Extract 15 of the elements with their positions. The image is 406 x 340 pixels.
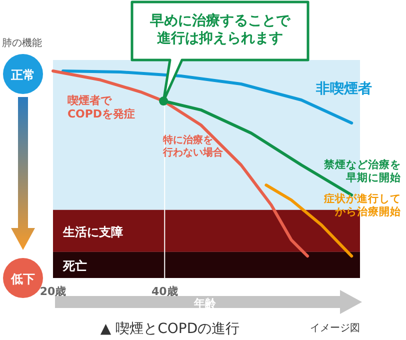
series-label: 非喫煙者 <box>315 81 372 97</box>
band-label: 生活に支障 <box>62 224 123 239</box>
x-axis-title: 年齢 <box>193 297 217 310</box>
text: 低下 <box>10 272 35 286</box>
y-axis-title: 肺の機能 <box>2 37 42 49</box>
text: ▲ 喫煙とCOPDの進行 <box>100 321 240 337</box>
annotation: 喫煙者でCOPDを発症 <box>67 94 136 121</box>
x-tick-label: 40歳 <box>151 285 178 298</box>
x-tick-label: 20歳 <box>40 285 66 298</box>
band-label: 死亡 <box>62 258 87 273</box>
text: イメージ図 <box>310 323 360 334</box>
series-label: 禁煙など治療を早期に開始 <box>323 158 402 184</box>
series-label: 特に治療を行わない場合 <box>162 134 224 158</box>
text: 早めに治療することで進行は抑えられます <box>149 12 291 46</box>
text: 正常 <box>10 68 35 82</box>
